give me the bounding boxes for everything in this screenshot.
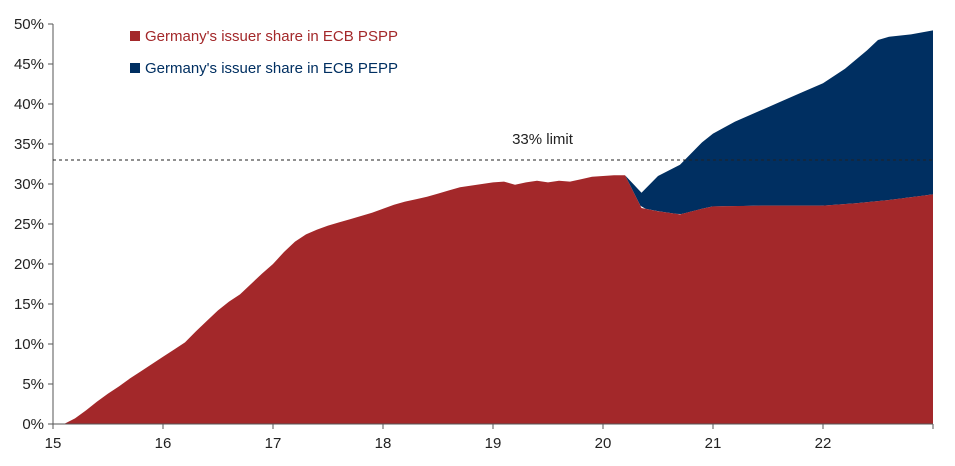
- x-tick-label: 17: [265, 435, 282, 452]
- series-area-pspp: [53, 175, 933, 424]
- y-tick-label: 40%: [14, 96, 44, 113]
- series-area-pepp: [625, 30, 933, 215]
- y-tick-label: 0%: [22, 416, 44, 433]
- y-tick-label: 15%: [14, 296, 44, 313]
- legend-item-pepp: Germany's issuer share in ECB PEPP: [130, 60, 398, 77]
- x-ticks: 15 16 17 18 19 20 21 22: [45, 424, 934, 452]
- y-tick-label: 5%: [22, 376, 44, 393]
- y-tick-label: 10%: [14, 336, 44, 353]
- legend-swatch-pepp: [130, 63, 140, 73]
- legend-label-pepp: Germany's issuer share in ECB PEPP: [145, 60, 398, 77]
- x-tick-label: 21: [705, 435, 722, 452]
- legend: Germany's issuer share in ECB PSPP Germa…: [130, 28, 398, 77]
- y-tick-label: 45%: [14, 56, 44, 73]
- y-tick-label: 25%: [14, 216, 44, 233]
- x-tick-label: 20: [595, 435, 612, 452]
- plot-areas: [53, 30, 933, 424]
- legend-label-pspp: Germany's issuer share in ECB PSPP: [145, 28, 398, 45]
- legend-item-pspp: Germany's issuer share in ECB PSPP: [130, 28, 398, 45]
- x-tick-label: 18: [375, 435, 392, 452]
- y-tick-label: 20%: [14, 256, 44, 273]
- y-ticks: 0% 5% 10% 15% 20% 25% 30% 35% 40% 45% 50%: [14, 16, 53, 433]
- y-axis: 0% 5% 10% 15% 20% 25% 30% 35% 40% 45% 50%: [14, 16, 54, 433]
- limit-annotation: 33% limit: [53, 131, 933, 161]
- x-tick-label: 22: [815, 435, 832, 452]
- x-tick-label: 19: [485, 435, 502, 452]
- x-axis: 15 16 17 18 19 20 21 22: [45, 423, 934, 452]
- x-tick-label: 15: [45, 435, 62, 452]
- y-tick-label: 50%: [14, 16, 44, 33]
- limit-label: 33% limit: [512, 131, 574, 148]
- y-tick-label: 35%: [14, 136, 44, 153]
- y-tick-label: 30%: [14, 176, 44, 193]
- legend-swatch-pspp: [130, 31, 140, 41]
- x-tick-label: 16: [155, 435, 172, 452]
